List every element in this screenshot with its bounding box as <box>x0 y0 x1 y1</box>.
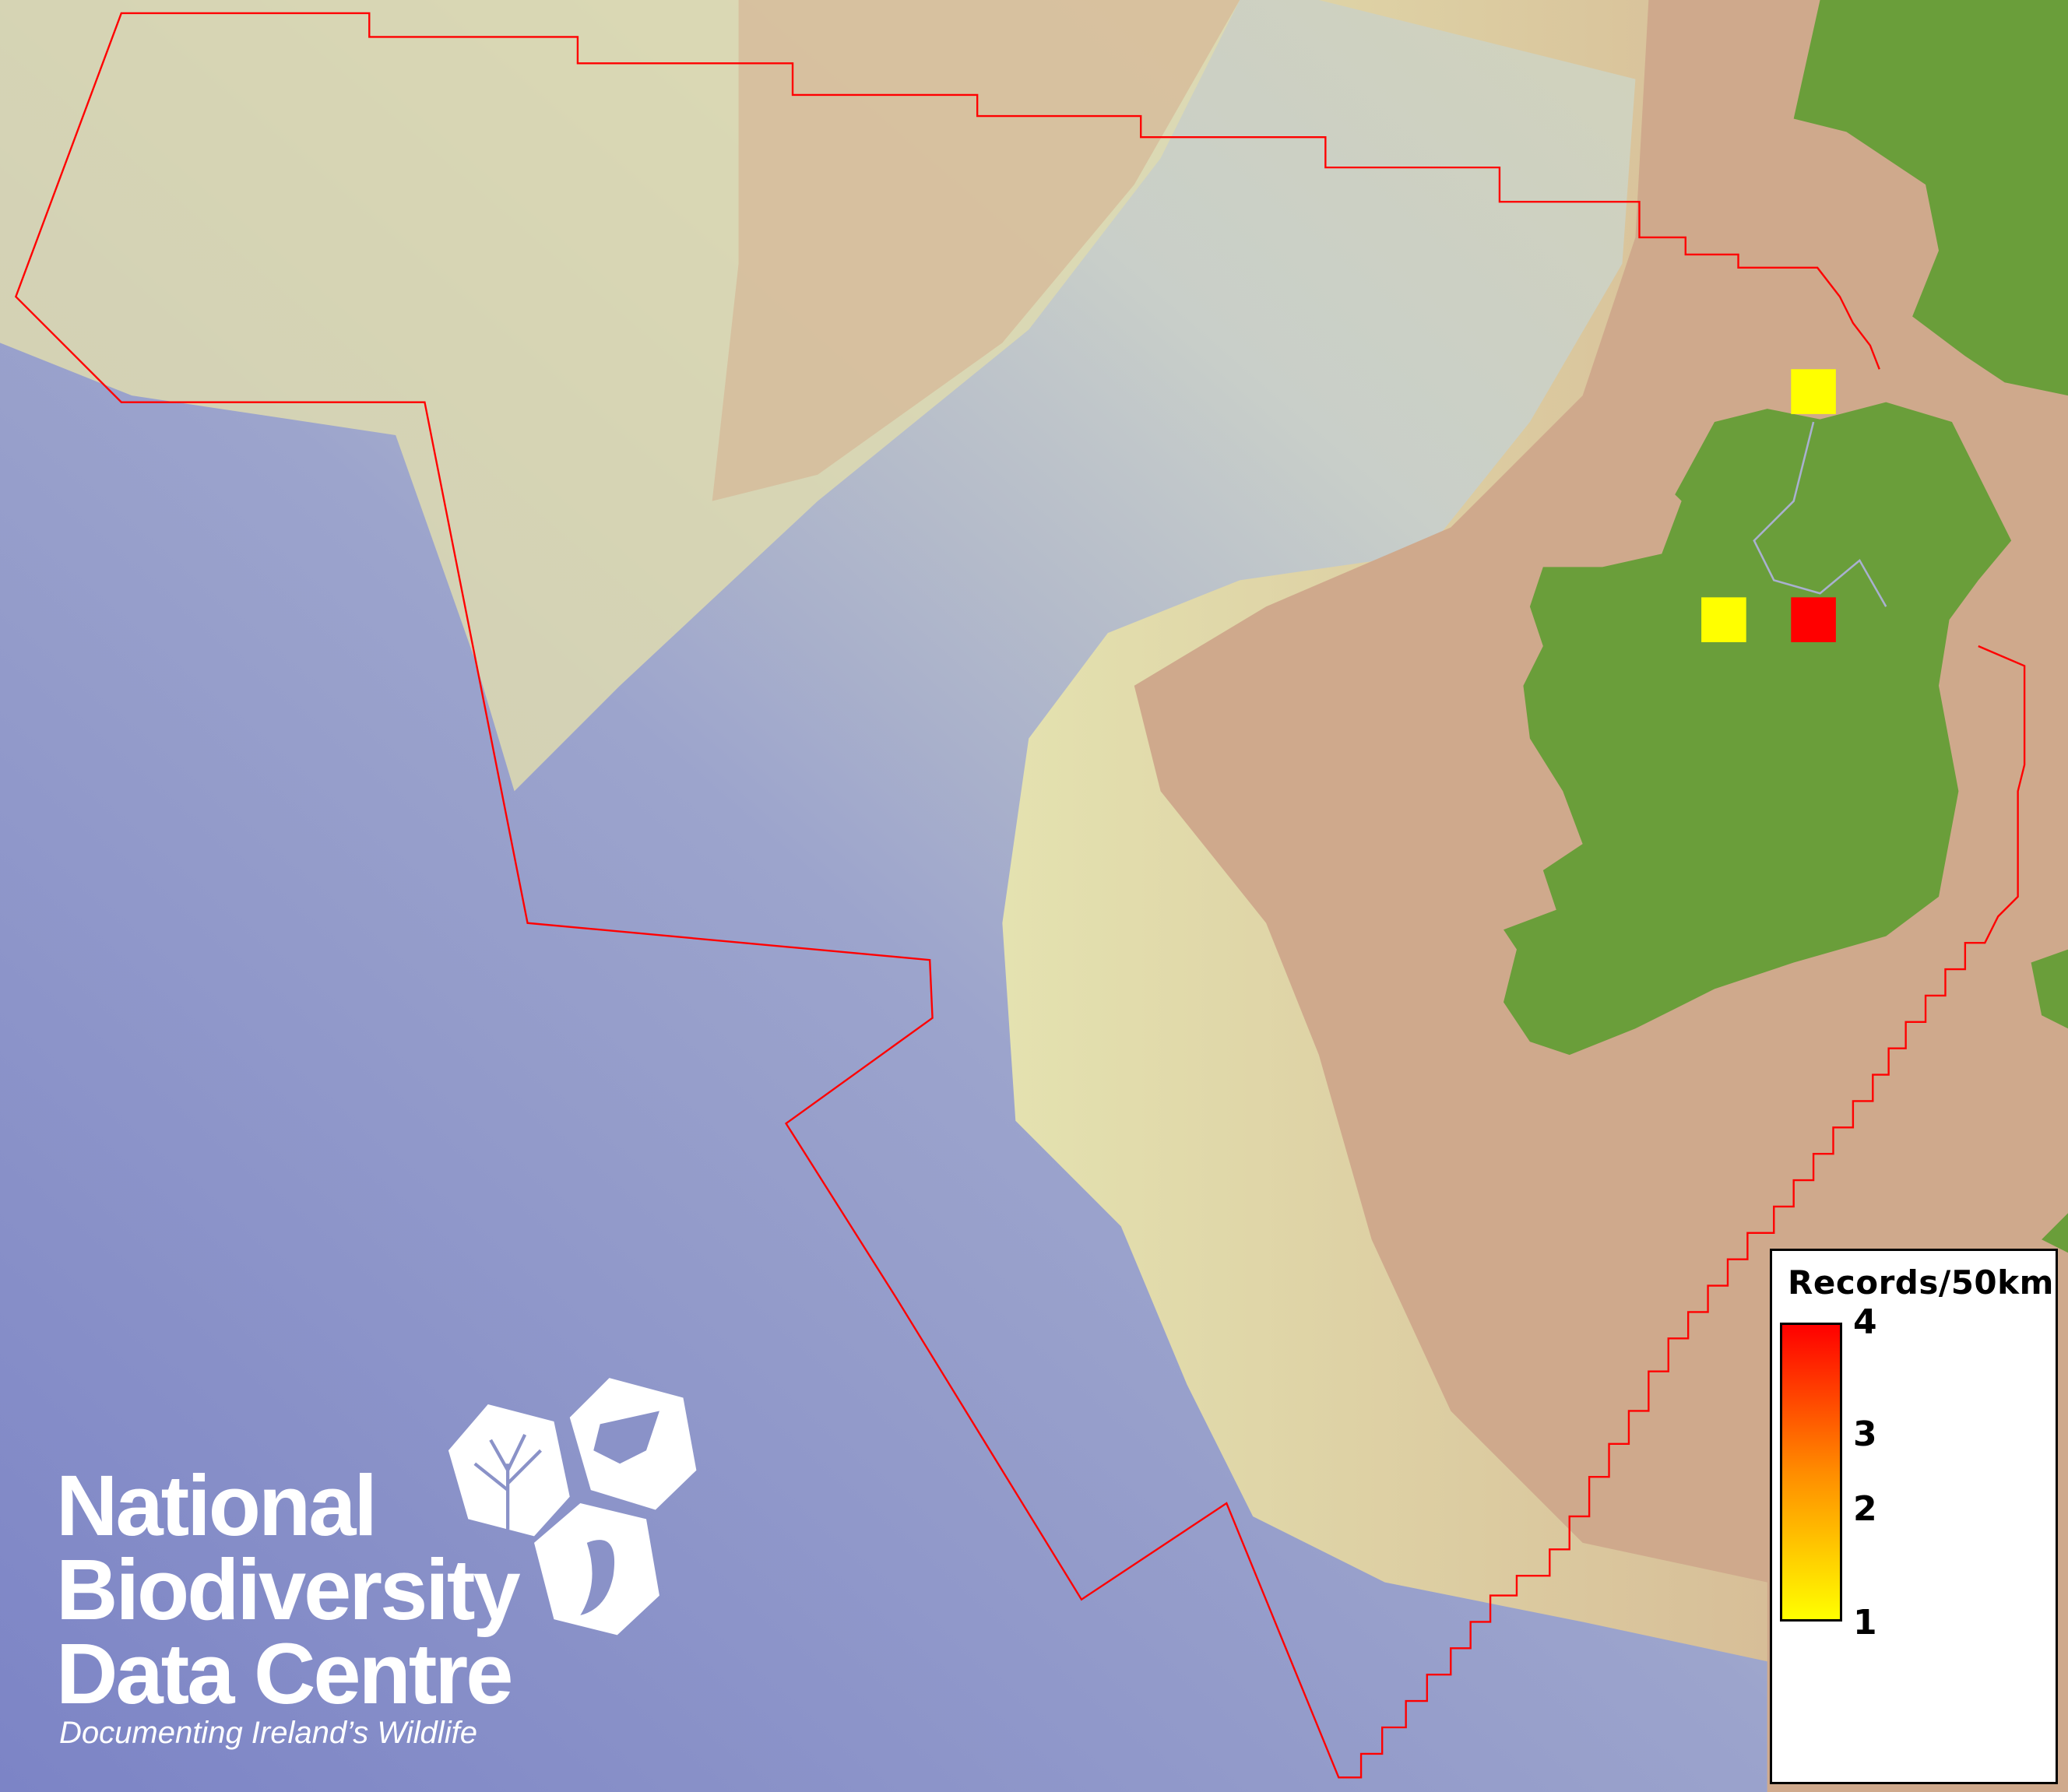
legend-tick: 3 <box>1853 1414 1877 1454</box>
logo-tagline: Documenting Ireland’s Wildlife <box>59 1716 477 1750</box>
legend-color-ramp <box>1780 1323 1842 1622</box>
scotland-landmass <box>1793 0 2068 396</box>
logo-line-2: Biodiversity <box>56 1542 521 1638</box>
irish-eez-boundary <box>14 12 2026 1779</box>
record-cell[interactable] <box>1791 597 1836 642</box>
record-cell[interactable] <box>1701 597 1746 642</box>
ndbc-logo: National Biodiversity Data Centre Docume… <box>56 1370 710 1759</box>
cornwall-landmass <box>2042 1213 2068 1253</box>
legend-tick: 2 <box>1853 1489 1877 1529</box>
wales-landmass <box>2031 949 2068 1029</box>
logo-line-1: National <box>56 1458 378 1554</box>
legend: Records/50km 4 3 2 1 <box>1770 1249 2058 1784</box>
ireland-landmass <box>1504 402 2012 1056</box>
shelf-shallow <box>712 0 1240 501</box>
legend-tick: 1 <box>1853 1603 1877 1643</box>
logo-line-3: Data Centre <box>56 1626 513 1722</box>
record-cell[interactable] <box>1791 369 1836 414</box>
legend-tick: 4 <box>1853 1302 1877 1342</box>
legend-title: Records/50km <box>1788 1263 2054 1302</box>
border-line <box>1753 421 1887 607</box>
